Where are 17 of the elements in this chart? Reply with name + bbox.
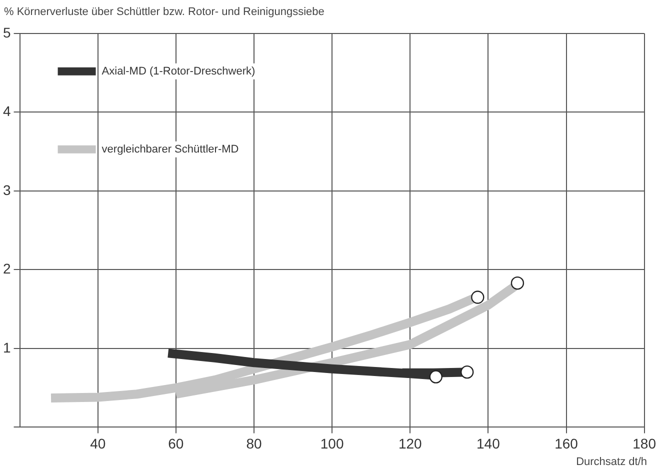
y-tick-label: 1 [2,339,11,356]
x-tick-label: 40 [90,435,106,452]
legend-label: Axial-MD (1-Rotor-Dreschwerk) [102,65,256,78]
y-tick-label: 2 [2,260,11,277]
x-tick-label: 120 [398,435,422,452]
x-tick-label: 140 [476,435,500,452]
y-tick-label: 4 [2,103,11,120]
x-tick-label: 100 [320,435,344,452]
x-tick-label: 160 [554,435,578,452]
legend-label: vergleichbarer Schüttler-MD [102,143,239,156]
x-tick-label: 180 [632,435,656,452]
y-tick-label: 5 [2,24,11,40]
chart-title: % Körnerverluste über Schüttler bzw. Rotor- und Reinigungssiebe [4,6,324,18]
x-axis-title: Durchsatz dt/h [576,456,647,468]
y-tick-label: 3 [2,182,11,198]
x-tick-label: 60 [168,435,184,452]
x-tick-label: 80 [246,435,262,452]
